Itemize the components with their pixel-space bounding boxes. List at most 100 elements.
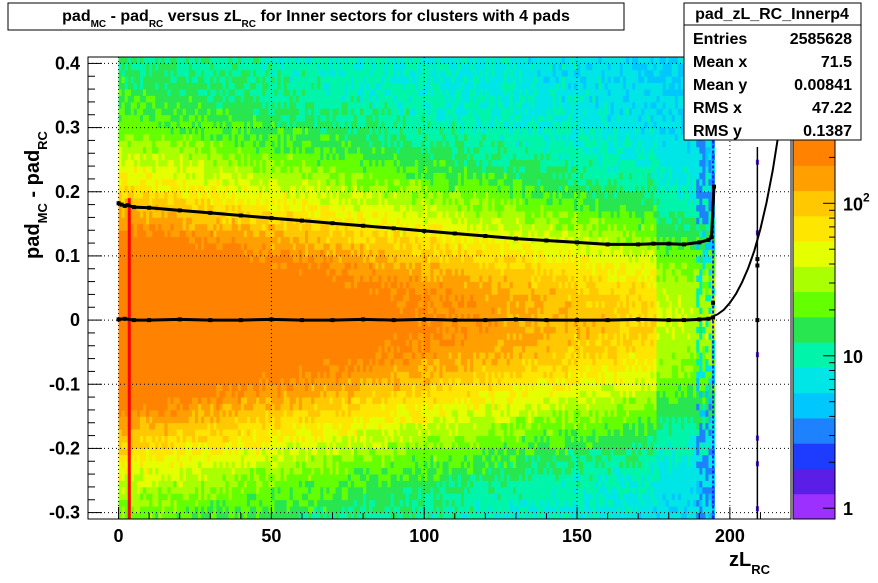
heatmap-cell <box>320 404 323 411</box>
heatmap-cell <box>238 365 241 372</box>
heatmap-cell <box>226 63 229 70</box>
heatmap-cell <box>302 185 305 192</box>
heatmap-cell <box>314 327 317 334</box>
heatmap-cell <box>192 481 195 488</box>
heatmap-cell <box>140 371 143 378</box>
heatmap-cell <box>137 487 140 494</box>
heatmap-cell <box>320 301 323 308</box>
heatmap-cell <box>250 391 253 398</box>
heatmap-cell <box>250 121 253 128</box>
heatmap-cell <box>302 481 305 488</box>
heatmap-cell <box>198 448 201 455</box>
heatmap-cell <box>167 256 170 263</box>
heatmap-cell <box>278 269 281 276</box>
heatmap-cell <box>198 102 201 109</box>
heatmap-cell <box>290 493 293 500</box>
heatmap-cell <box>192 224 195 231</box>
heatmap-cell <box>143 96 146 103</box>
heatmap-cell <box>226 128 229 135</box>
heatmap-cell <box>232 102 235 109</box>
heatmap-cell <box>287 481 290 488</box>
heatmap-cell <box>152 391 155 398</box>
heatmap-cell <box>250 63 253 70</box>
heatmap-cell <box>149 307 152 314</box>
heatmap-cell <box>287 339 290 346</box>
heatmap-cell <box>302 352 305 359</box>
heatmap-cell <box>167 506 170 513</box>
heatmap-cell <box>155 121 158 128</box>
heatmap-cell <box>305 134 308 141</box>
heatmap-cell <box>247 359 250 366</box>
heatmap-cell <box>238 217 241 224</box>
heatmap-cell <box>207 102 210 109</box>
heatmap-cell <box>299 275 302 282</box>
heatmap-cell <box>274 166 277 173</box>
heatmap-cell <box>143 134 146 141</box>
heatmap-cell <box>311 140 314 147</box>
heatmap-cell <box>290 198 293 205</box>
heatmap-cell <box>271 436 274 443</box>
heatmap-cell <box>222 493 225 500</box>
heatmap-cell <box>222 121 225 128</box>
heatmap-cell <box>207 359 210 366</box>
heatmap-cell <box>265 397 268 404</box>
heatmap-cell <box>317 70 320 77</box>
heatmap-cell <box>146 166 149 173</box>
heatmap-cell <box>268 397 271 404</box>
heatmap-cell <box>213 371 216 378</box>
heatmap-cell <box>278 57 281 64</box>
heatmap-cell <box>253 359 256 366</box>
heatmap-cell <box>244 307 247 314</box>
heatmap-cell <box>305 288 308 295</box>
heatmap-cell <box>284 192 287 199</box>
heatmap-cell <box>174 89 177 96</box>
heatmap-cell <box>229 487 232 494</box>
heatmap-cell <box>201 57 204 64</box>
heatmap-cell <box>171 147 174 154</box>
heatmap-cell <box>177 391 180 398</box>
heatmap-cell <box>253 147 256 154</box>
heatmap-cell <box>198 410 201 417</box>
heatmap-cell <box>320 256 323 263</box>
heatmap-cell <box>125 493 128 500</box>
heatmap-cell <box>143 365 146 372</box>
heatmap-cell <box>219 96 222 103</box>
heatmap-cell <box>143 397 146 404</box>
heatmap-cell <box>314 70 317 77</box>
heatmap-cell <box>253 243 256 250</box>
heatmap-cell <box>198 70 201 77</box>
heatmap-cell <box>155 192 158 199</box>
heatmap-cell <box>247 76 250 83</box>
heatmap-cell <box>158 294 161 301</box>
heatmap-cell <box>174 481 177 488</box>
heatmap-cell <box>238 115 241 122</box>
heatmap-cell <box>271 301 274 308</box>
heatmap-cell <box>207 173 210 180</box>
heatmap-cell <box>119 404 122 411</box>
heatmap-cell <box>198 96 201 103</box>
heatmap-cell <box>164 307 167 314</box>
heatmap-cell <box>177 102 180 109</box>
heatmap-cell <box>308 108 311 115</box>
heatmap-cell <box>241 275 244 282</box>
heatmap-cell <box>284 275 287 282</box>
heatmap-cell <box>314 294 317 301</box>
heatmap-cell <box>158 487 161 494</box>
heatmap-cell <box>174 410 177 417</box>
heatmap-cell <box>317 461 320 468</box>
heatmap-cell <box>222 230 225 237</box>
heatmap-cell <box>287 96 290 103</box>
heatmap-cell <box>290 102 293 109</box>
heatmap-cell <box>238 416 241 423</box>
heatmap-cell <box>284 410 287 417</box>
heatmap-cell <box>186 256 189 263</box>
heatmap-cell <box>152 282 155 289</box>
heatmap-cell <box>174 70 177 77</box>
heatmap-cell <box>125 70 128 77</box>
heatmap-cell <box>235 166 238 173</box>
heatmap-cell <box>183 153 186 160</box>
heatmap-cell <box>201 481 204 488</box>
heatmap-cell <box>180 76 183 83</box>
heatmap-cell <box>134 134 137 141</box>
heatmap-cell <box>213 198 216 205</box>
